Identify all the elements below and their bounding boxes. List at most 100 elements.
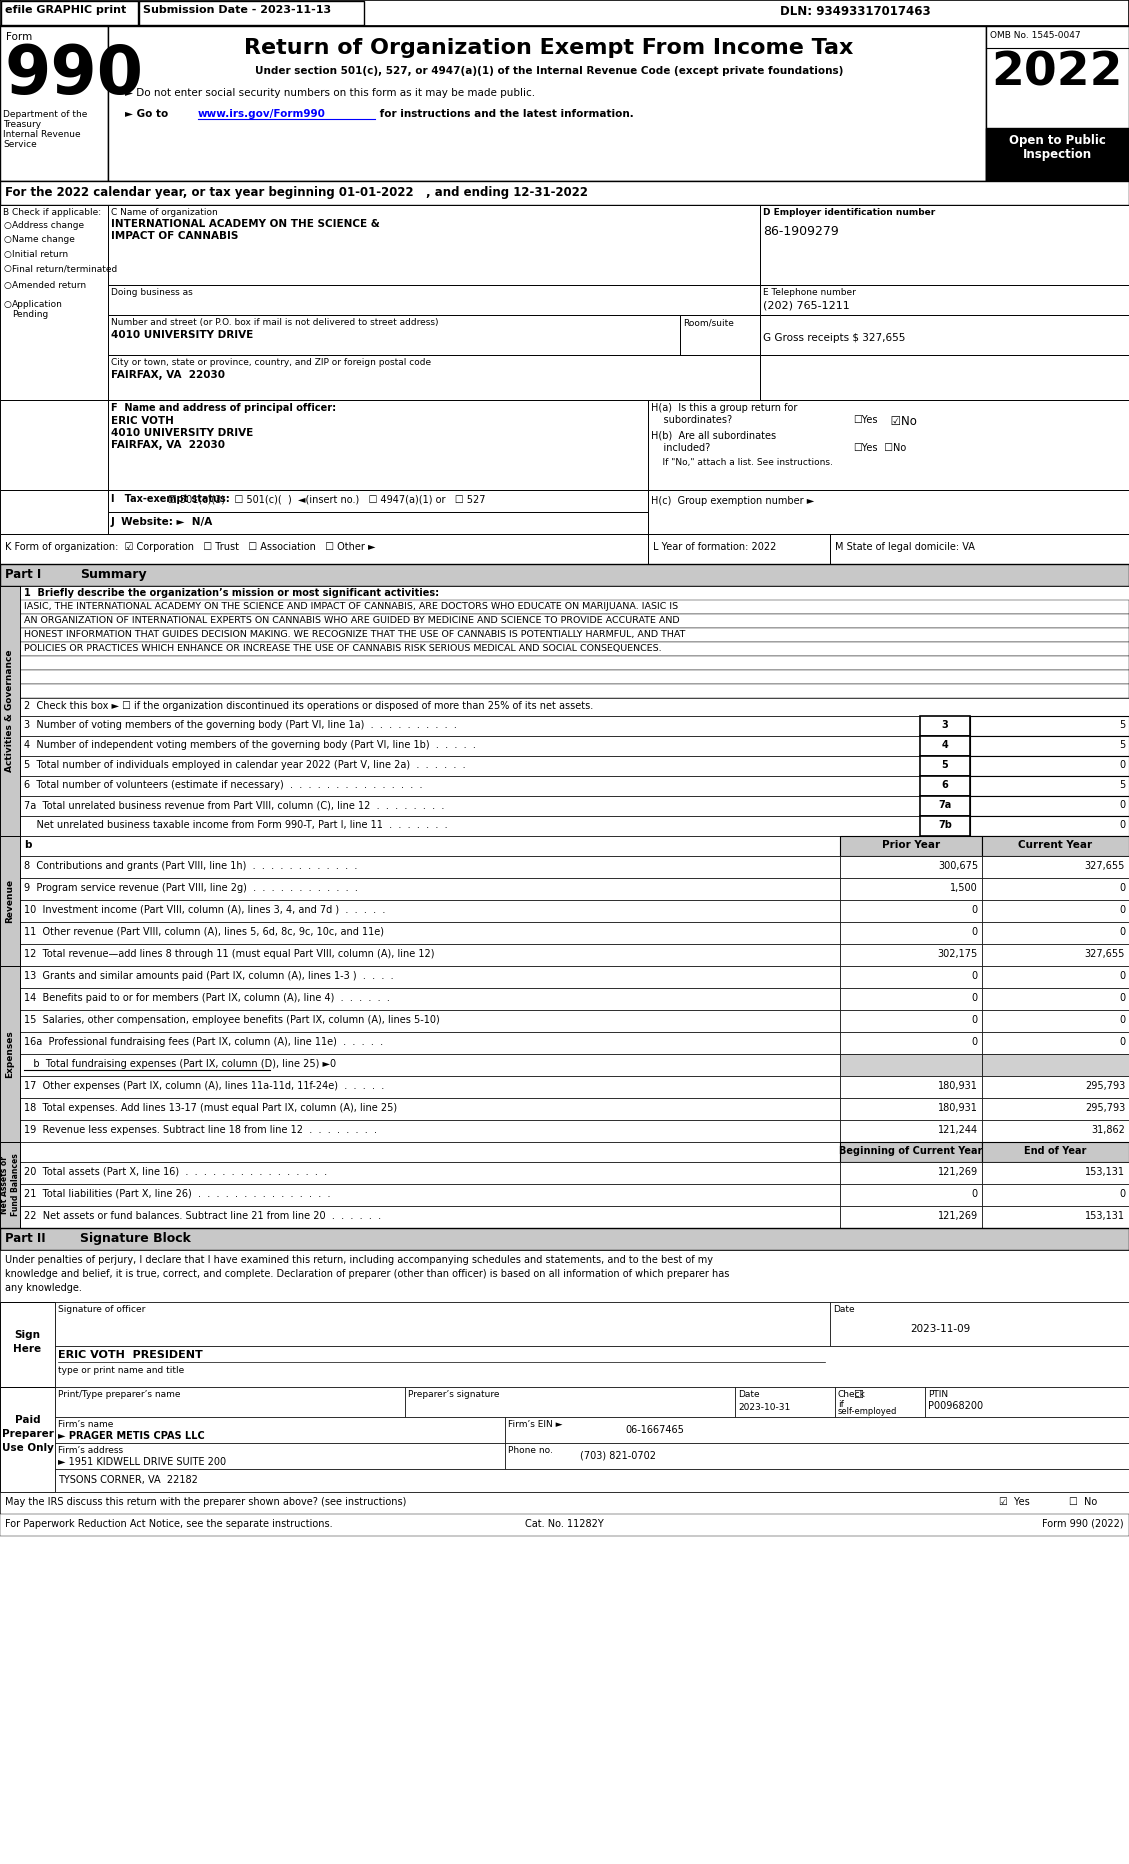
Bar <box>680 315 760 354</box>
Text: Current Year: Current Year <box>1018 841 1093 850</box>
Text: Firm’s EIN ►: Firm’s EIN ► <box>508 1420 562 1430</box>
Text: IMPACT OF CANNABIS: IMPACT OF CANNABIS <box>111 231 238 240</box>
Text: Address change: Address change <box>12 222 85 229</box>
Bar <box>970 816 1129 835</box>
Bar <box>648 490 1129 533</box>
Text: ○: ○ <box>3 300 11 309</box>
Text: 0: 0 <box>1119 926 1124 938</box>
Bar <box>20 697 1129 716</box>
Text: City or town, state or province, country, and ZIP or foreign postal code: City or town, state or province, country… <box>111 358 431 367</box>
Text: Expenses: Expenses <box>6 1031 15 1077</box>
Text: 19  Revenue less expenses. Subtract line 18 from line 12  .  .  .  .  .  .  .  .: 19 Revenue less expenses. Subtract line … <box>24 1126 377 1135</box>
Text: E Telephone number: E Telephone number <box>763 289 856 296</box>
Text: Sign
Here: Sign Here <box>14 1331 42 1353</box>
Bar <box>840 835 982 856</box>
Bar <box>1 2 138 24</box>
Bar <box>20 613 1129 628</box>
Bar <box>108 354 760 401</box>
Text: 7b: 7b <box>938 820 952 829</box>
Bar <box>982 1161 1129 1184</box>
Bar <box>925 1387 1129 1417</box>
Bar <box>405 1387 735 1417</box>
Text: subordinates?: subordinates? <box>651 416 732 425</box>
Bar <box>0 1514 1129 1536</box>
Bar <box>0 1251 1129 1301</box>
Text: ERIC VOTH: ERIC VOTH <box>111 416 174 427</box>
Text: 1,500: 1,500 <box>951 884 978 893</box>
Text: 8  Contributions and grants (Part VIII, line 1h)  .  .  .  .  .  .  .  .  .  .  : 8 Contributions and grants (Part VIII, l… <box>24 861 358 870</box>
Bar <box>840 1120 982 1143</box>
Text: P00968200: P00968200 <box>928 1402 983 1411</box>
Text: Internal Revenue: Internal Revenue <box>3 130 80 140</box>
Text: 295,793: 295,793 <box>1085 1081 1124 1090</box>
Bar <box>0 1301 55 1387</box>
Bar <box>0 565 1129 585</box>
Text: (202) 765-1211: (202) 765-1211 <box>763 300 850 309</box>
Text: 11  Other revenue (Part VIII, column (A), lines 5, 6d, 8c, 9c, 10c, and 11e): 11 Other revenue (Part VIII, column (A),… <box>24 926 384 938</box>
Bar <box>20 656 1129 669</box>
Bar <box>982 966 1129 988</box>
Text: Initial return: Initial return <box>12 250 68 259</box>
Text: FAIRFAX, VA  22030: FAIRFAX, VA 22030 <box>111 369 225 380</box>
Text: Signature Block: Signature Block <box>80 1232 191 1245</box>
Bar <box>108 285 760 315</box>
Bar <box>20 966 840 988</box>
Text: K Form of organization:  ☑ Corporation   ☐ Trust   ☐ Association   ☐ Other ►: K Form of organization: ☑ Corporation ☐ … <box>5 542 376 552</box>
Bar <box>840 900 982 923</box>
Text: ► PRAGER METIS CPAS LLC: ► PRAGER METIS CPAS LLC <box>58 1432 204 1441</box>
Bar <box>840 1143 982 1161</box>
Bar <box>0 966 20 1143</box>
Bar <box>20 736 920 757</box>
Bar <box>982 1098 1129 1120</box>
Text: HONEST INFORMATION THAT GUIDES DECISION MAKING. WE RECOGNIZE THAT THE USE OF CAN: HONEST INFORMATION THAT GUIDES DECISION … <box>24 630 685 639</box>
Text: Doing business as: Doing business as <box>111 289 193 296</box>
Bar <box>920 796 970 816</box>
Bar <box>760 354 1129 401</box>
Bar <box>835 1387 925 1417</box>
Text: 180,931: 180,931 <box>938 1081 978 1090</box>
Bar <box>982 1206 1129 1228</box>
Bar <box>0 205 1129 401</box>
Text: 1  Briefly describe the organization’s mission or most significant activities:: 1 Briefly describe the organization’s mi… <box>24 587 439 598</box>
Text: 6: 6 <box>942 779 948 790</box>
Text: Final return/terminated: Final return/terminated <box>12 265 117 272</box>
Bar <box>20 878 840 900</box>
Text: efile GRAPHIC print: efile GRAPHIC print <box>5 6 126 15</box>
Text: 13  Grants and similar amounts paid (Part IX, column (A), lines 1-3 )  .  .  .  : 13 Grants and similar amounts paid (Part… <box>24 971 394 980</box>
Bar <box>20 585 1129 600</box>
Text: if: if <box>838 1400 843 1409</box>
Bar <box>20 1161 840 1184</box>
Bar <box>0 1387 55 1491</box>
Bar <box>840 878 982 900</box>
Text: ☑  Yes: ☑ Yes <box>999 1497 1030 1506</box>
Text: Preparer’s signature: Preparer’s signature <box>408 1391 499 1400</box>
Text: 153,131: 153,131 <box>1085 1212 1124 1221</box>
Text: b: b <box>24 841 32 850</box>
Text: Part II: Part II <box>5 1232 45 1245</box>
Text: ► Go to: ► Go to <box>125 108 172 119</box>
Text: H(c)  Group exemption number ►: H(c) Group exemption number ► <box>651 496 814 505</box>
Text: 0: 0 <box>972 926 978 938</box>
Text: May the IRS discuss this return with the preparer shown above? (see instructions: May the IRS discuss this return with the… <box>5 1497 406 1506</box>
Bar <box>982 923 1129 943</box>
Text: ○: ○ <box>3 222 11 229</box>
Bar <box>20 816 920 835</box>
Bar <box>735 1387 835 1417</box>
Bar <box>970 796 1129 816</box>
Text: 990: 990 <box>5 43 145 108</box>
Bar <box>108 26 986 181</box>
Text: 12  Total revenue—add lines 8 through 11 (must equal Part VIII, column (A), line: 12 Total revenue—add lines 8 through 11 … <box>24 949 435 958</box>
Text: Treasury: Treasury <box>3 119 41 129</box>
Text: For the 2022 calendar year, or tax year beginning 01-01-2022   , and ending 12-3: For the 2022 calendar year, or tax year … <box>5 186 588 199</box>
Bar <box>840 1161 982 1184</box>
Bar <box>760 285 1129 315</box>
Bar <box>760 205 1129 285</box>
Text: 2023-10-31: 2023-10-31 <box>738 1404 790 1413</box>
Text: 18  Total expenses. Add lines 13-17 (must equal Part IX, column (A), line 25): 18 Total expenses. Add lines 13-17 (must… <box>24 1103 397 1113</box>
Text: Submission Date - 2023-11-13: Submission Date - 2023-11-13 <box>143 6 331 15</box>
Text: End of Year: End of Year <box>1024 1146 1087 1156</box>
Text: Number and street (or P.O. box if mail is not delivered to street address): Number and street (or P.O. box if mail i… <box>111 319 438 326</box>
Bar <box>108 401 648 490</box>
Bar <box>20 1120 840 1143</box>
Bar <box>20 796 920 816</box>
